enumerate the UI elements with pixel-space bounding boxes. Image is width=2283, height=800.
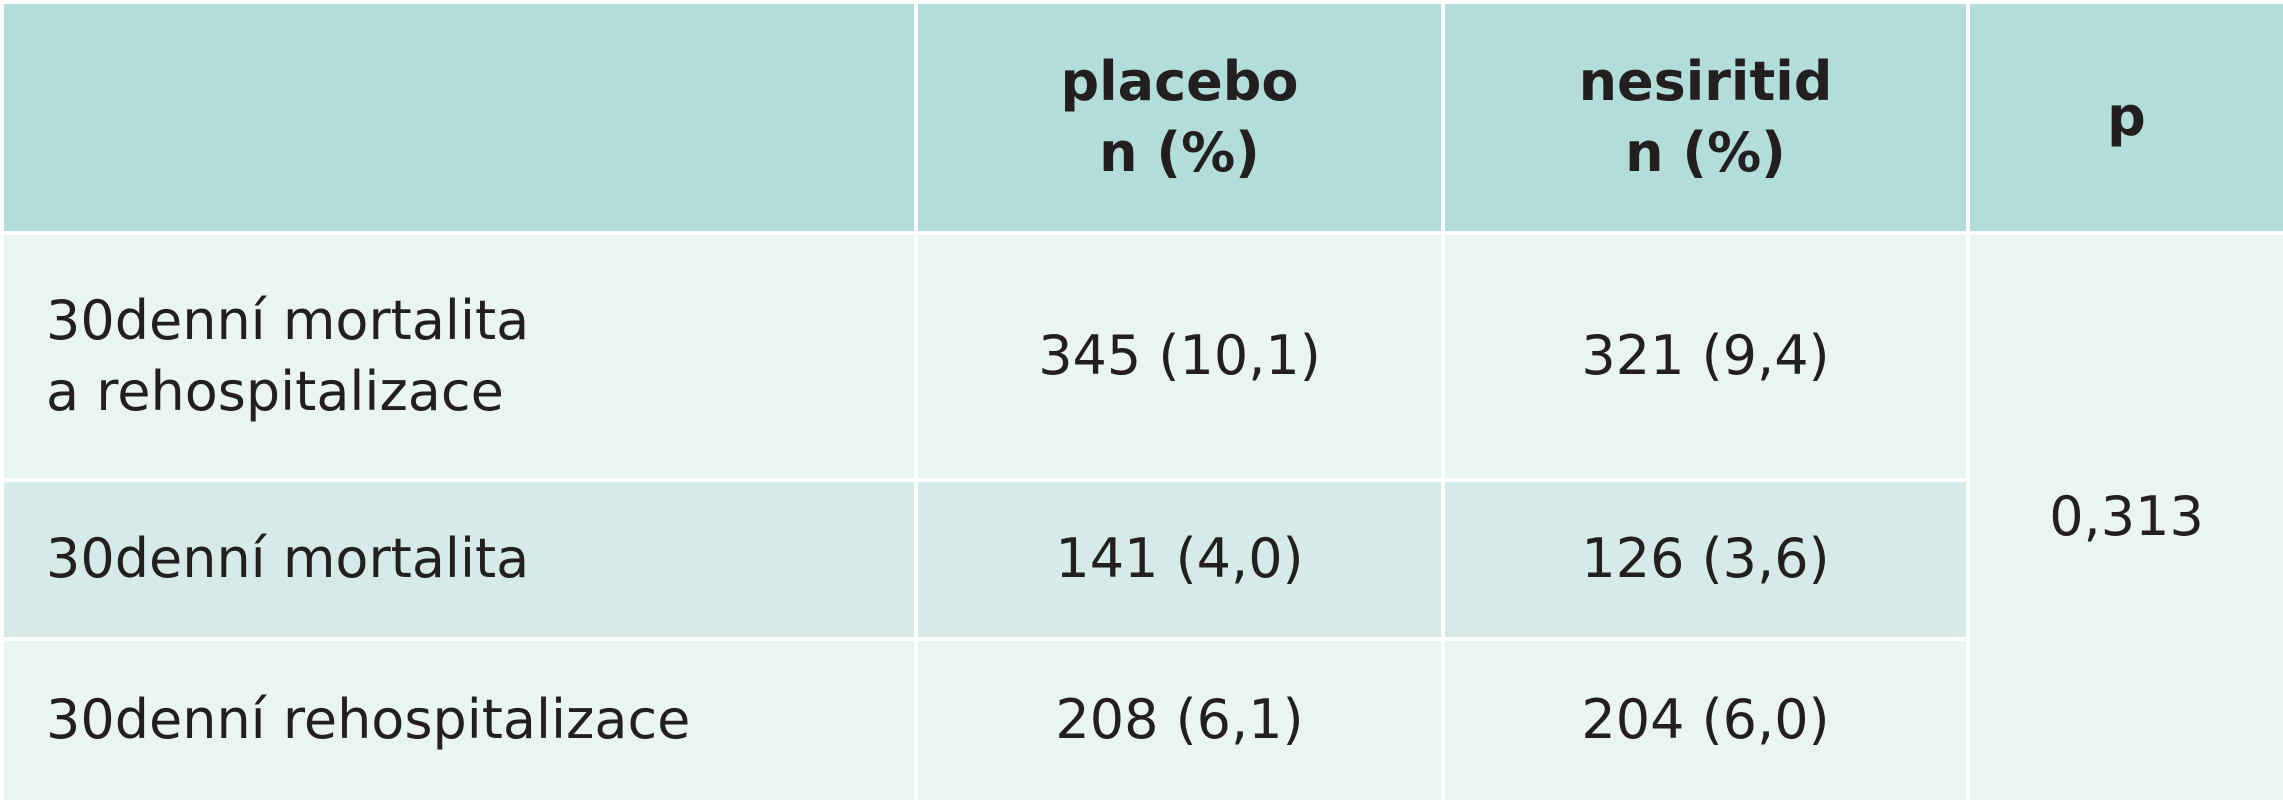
- nesiritid-cell: 126 (3,6): [1441, 478, 1970, 641]
- placebo-cell: 141 (4,0): [914, 478, 1445, 641]
- cell-line: nesiritid: [1578, 50, 1833, 114]
- header-cell: placebo n (%): [914, 0, 1445, 235]
- header-cell: nesiritid n (%): [1441, 0, 1970, 235]
- header-empty: [0, 0, 918, 235]
- cell-line: a rehospitalizace: [46, 359, 504, 423]
- body-row: 30denní mortalita 141 (4,0) 126 (3,6): [0, 478, 2283, 641]
- cell-line: n (%): [1625, 120, 1786, 184]
- header-cell: p: [1966, 0, 2283, 235]
- placebo-cell: 345 (10,1): [914, 231, 1445, 482]
- row-label: 30denní mortalita a rehospitalizace: [0, 231, 918, 482]
- cell-line: placebo: [1060, 50, 1299, 114]
- header-row: placebo n (%) nesiritid n (%) p: [0, 0, 2283, 235]
- cell-line: 30denní mortalita: [46, 289, 530, 353]
- nesiritid-cell: 204 (6,0): [1441, 637, 1970, 800]
- nesiritid-cell: 321 (9,4): [1441, 231, 1970, 482]
- cell-line: p: [2107, 85, 2146, 149]
- body-row: 30denní rehospitalizace 208 (6,1) 204 (6,0…: [0, 637, 2283, 800]
- p-value: 0,313: [1966, 231, 2283, 800]
- cell-line: 30denní mortalita: [46, 527, 530, 591]
- body-row: 30denní mortalita a rehospitalizace 345 (1…: [0, 231, 2283, 800]
- row-label: 30denní rehospitalizace: [0, 637, 918, 800]
- cell-line: n (%): [1099, 120, 1260, 184]
- row-label: 30denní mortalita: [0, 478, 918, 641]
- cell-line: 30denní rehospitalizace: [46, 688, 691, 752]
- placebo-cell: 208 (6,1): [914, 637, 1445, 800]
